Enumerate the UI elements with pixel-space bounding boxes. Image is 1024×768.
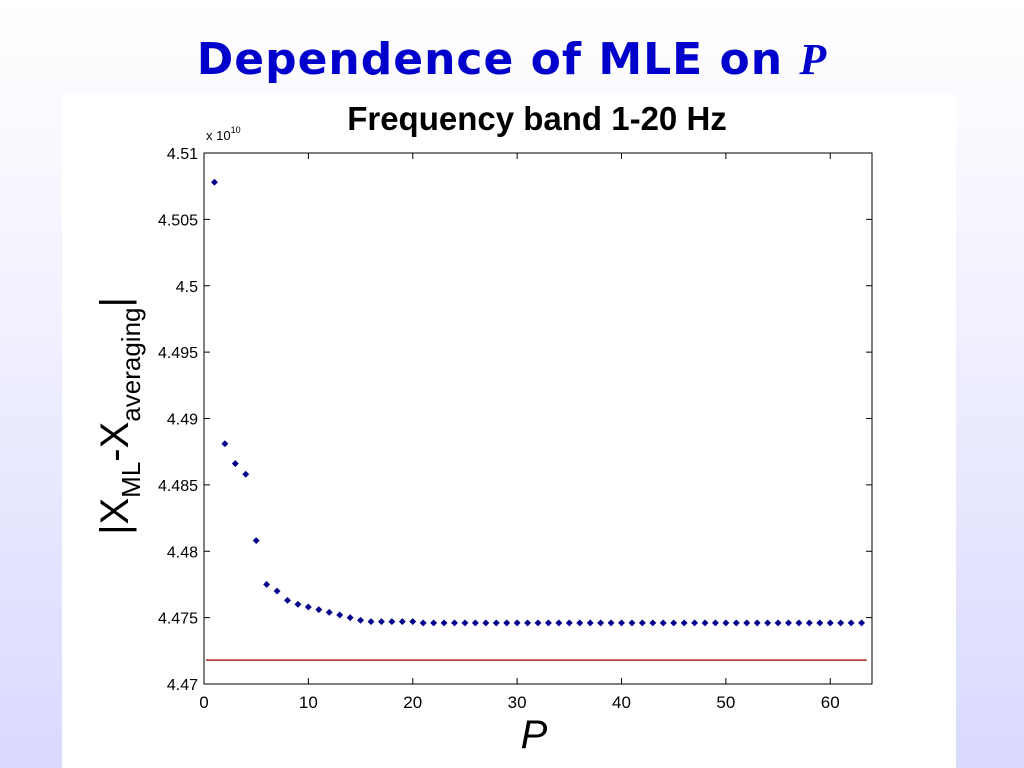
y-tick-label: 4.485: [158, 478, 198, 495]
data-point: [388, 618, 396, 626]
data-point: [597, 619, 605, 627]
data-point: [805, 619, 813, 627]
data-point: [555, 619, 563, 627]
data-point: [430, 619, 438, 627]
y-tick-label: 4.5: [176, 279, 198, 296]
y-tick-label: 4.495: [158, 345, 198, 362]
data-point: [242, 470, 250, 478]
data-point: [231, 460, 239, 468]
data-point: [837, 619, 845, 627]
y-label-subscript-2: averaging: [116, 307, 146, 421]
data-point: [617, 619, 626, 627]
data-point: [638, 619, 646, 627]
data-point: [753, 619, 761, 627]
data-point: [283, 596, 292, 604]
data-point: [586, 619, 594, 627]
data-point: [346, 614, 354, 622]
data-point: [461, 619, 469, 627]
data-point: [544, 619, 552, 627]
data-point: [210, 178, 218, 186]
data-point: [732, 619, 740, 627]
data-point: [252, 537, 260, 545]
data-point: [273, 587, 281, 595]
data-point: [858, 619, 866, 627]
plot-area: 0 10 20 30 40 50 60 4.47 4.475 4.48 4.485 4.49 4.495…: [158, 146, 873, 712]
data-point: [795, 619, 803, 627]
x-tick-label: 50: [716, 693, 735, 712]
axes-box: [203, 152, 873, 685]
data-point: [701, 619, 709, 627]
scatter-chart: Frequency band 1-20 Hz x 1010 0 10 20 30 40 5…: [93, 100, 873, 757]
data-point: [419, 619, 427, 627]
x-tick-label: 0: [199, 693, 208, 712]
data-point: [722, 619, 730, 627]
data-point: [691, 619, 699, 627]
data-point: [670, 619, 678, 627]
x-tick-label: 20: [403, 693, 422, 712]
y-tick-label: 4.475: [158, 611, 198, 628]
y-tick-label: 4.51: [167, 146, 198, 163]
y-exponent-power: 10: [231, 125, 241, 135]
data-point: [524, 619, 532, 627]
data-point: [784, 619, 793, 627]
y-tick-label: 4.48: [167, 544, 198, 561]
x-tick-label: 30: [508, 693, 527, 712]
data-point: [336, 611, 344, 619]
data-point: [649, 619, 657, 627]
data-point: [377, 618, 385, 626]
y-label-part-3: |: [93, 297, 137, 307]
data-point: [482, 619, 490, 627]
data-point: [764, 619, 772, 627]
x-axis-label: P: [521, 713, 548, 757]
data-point: [826, 619, 834, 627]
chart-figure: Frequency band 1-20 Hz x 1010 0 10 20 30 40 5…: [62, 94, 956, 768]
data-point: [534, 619, 542, 627]
data-point: [628, 619, 636, 627]
data-point: [367, 618, 375, 626]
data-point: [565, 619, 573, 627]
data-point: [743, 619, 751, 627]
y-exponent-base: x 10: [206, 128, 231, 143]
y-tick-label: 4.47: [167, 677, 198, 694]
data-point: [847, 619, 855, 627]
data-point: [513, 619, 521, 627]
data-point: [492, 619, 500, 627]
data-point: [440, 619, 448, 627]
x-tick-label: 40: [612, 693, 631, 712]
slide-title-text: Dependence of MLE on: [196, 34, 784, 85]
data-point: [398, 618, 406, 626]
data-point: [409, 618, 417, 626]
data-point: [774, 619, 782, 627]
data-point: [711, 619, 719, 627]
y-label-subscript-1: ML: [116, 462, 146, 498]
data-point: [576, 619, 584, 627]
y-axis-label: |XML-Xaveraging|: [93, 297, 146, 535]
y-exponent-label: x 1010: [206, 125, 241, 143]
y-tick-label: 4.49: [167, 412, 198, 429]
data-point: [221, 440, 229, 448]
data-point: [357, 616, 365, 624]
y-label-part-2: -X: [93, 422, 137, 462]
data-point: [450, 619, 459, 627]
data-point: [607, 619, 615, 627]
slide-title-variable: P: [799, 35, 828, 84]
data-point: [294, 600, 302, 608]
x-tick-label: 60: [821, 693, 840, 712]
data-point: [325, 608, 333, 616]
data-point: [503, 619, 511, 627]
data-point: [315, 606, 323, 614]
chart-title: Frequency band 1-20 Hz: [347, 100, 727, 137]
x-tick-label: 10: [299, 693, 318, 712]
data-point: [263, 580, 271, 588]
slide-title: Dependence of MLE on P: [0, 34, 1024, 85]
y-label-part-1: |X: [93, 498, 137, 535]
data-point: [304, 603, 312, 611]
y-tick-label: 4.505: [158, 212, 198, 229]
data-point: [816, 619, 824, 627]
data-point: [680, 619, 688, 627]
data-point: [659, 619, 667, 627]
data-point: [471, 619, 479, 627]
